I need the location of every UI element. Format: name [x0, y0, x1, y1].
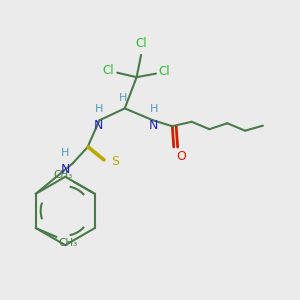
Text: Cl: Cl — [135, 38, 147, 50]
Text: Cl: Cl — [103, 64, 114, 77]
Text: CH₃: CH₃ — [58, 238, 77, 248]
Text: N: N — [94, 119, 103, 132]
Text: Cl: Cl — [158, 65, 170, 78]
Text: S: S — [111, 155, 119, 168]
Text: N: N — [149, 119, 158, 132]
Text: H: H — [119, 93, 128, 103]
Text: H: H — [94, 104, 103, 114]
Text: CH₃: CH₃ — [53, 170, 73, 181]
Text: H: H — [61, 148, 70, 158]
Text: H: H — [149, 104, 158, 114]
Text: O: O — [177, 150, 187, 163]
Text: N: N — [61, 164, 70, 176]
